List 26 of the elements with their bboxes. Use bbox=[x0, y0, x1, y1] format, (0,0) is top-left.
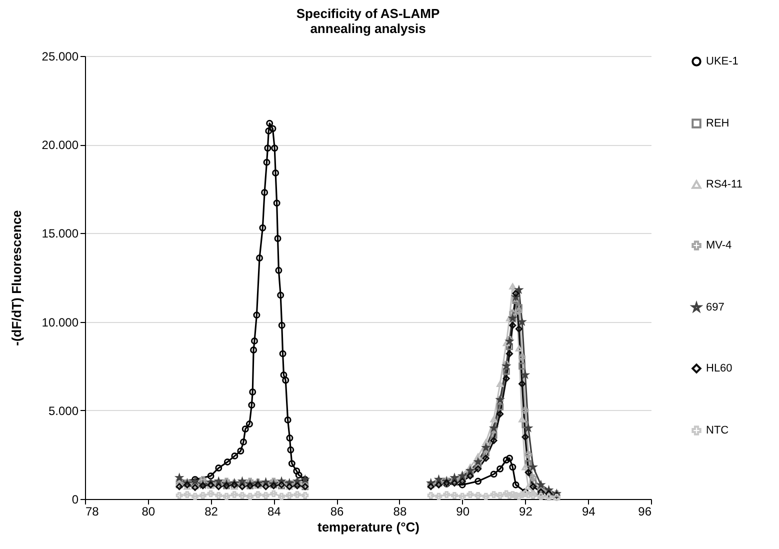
legend-label: REH bbox=[706, 118, 730, 130]
y-tick-label: 10.000 bbox=[42, 315, 79, 330]
legend-label: NTC bbox=[706, 424, 729, 436]
chart-title: Specificity of AS-LAMP annealing analysis bbox=[296, 6, 440, 36]
x-axis-title: temperature (°C) bbox=[318, 520, 420, 534]
legend-label: UKE-1 bbox=[706, 56, 738, 68]
x-tick-label: 96 bbox=[638, 504, 652, 518]
x-tick-label: 78 bbox=[86, 504, 100, 518]
x-tick-label: 84 bbox=[267, 504, 282, 518]
x-tick-label: 86 bbox=[330, 504, 344, 518]
y-tick-label: 20.000 bbox=[42, 138, 79, 152]
legend-label: HL60 bbox=[706, 362, 732, 374]
legend-label: MV-4 bbox=[706, 240, 732, 252]
x-tick-label: 94 bbox=[582, 504, 596, 518]
y-tick-label: 5.000 bbox=[48, 404, 79, 418]
legend-label: 697 bbox=[706, 302, 724, 314]
x-tick-label: 80 bbox=[142, 504, 156, 518]
y-tick-label: 0 bbox=[72, 492, 79, 506]
y-tick-label: 15.000 bbox=[42, 226, 79, 241]
y-axis-title: -(dF/dT) Fluorescence bbox=[8, 210, 24, 346]
x-tick-label: 88 bbox=[393, 504, 407, 518]
legend-label: RS4-11 bbox=[706, 178, 742, 190]
x-tick-label: 92 bbox=[519, 504, 533, 518]
x-tick-label: 82 bbox=[204, 504, 218, 518]
y-tick-label: 25.000 bbox=[42, 50, 79, 64]
x-tick-label: 90 bbox=[456, 504, 470, 518]
